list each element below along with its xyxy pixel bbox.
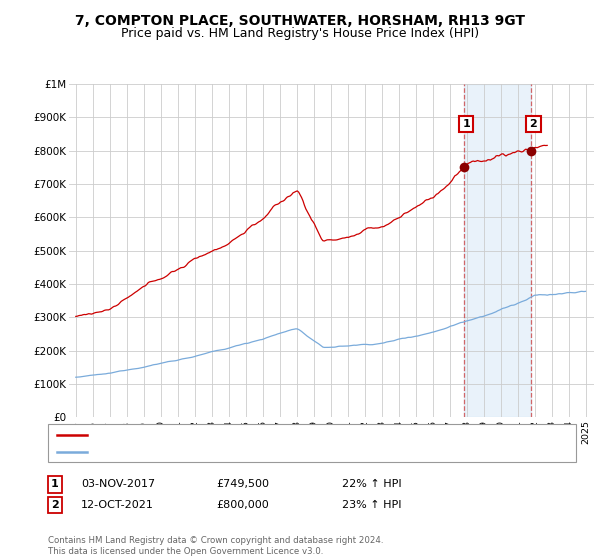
- Text: 23% ↑ HPI: 23% ↑ HPI: [342, 500, 401, 510]
- Text: 2: 2: [529, 119, 537, 129]
- Text: Contains HM Land Registry data © Crown copyright and database right 2024.
This d: Contains HM Land Registry data © Crown c…: [48, 536, 383, 556]
- Text: 7, COMPTON PLACE, SOUTHWATER, HORSHAM, RH13 9GT (detached house): 7, COMPTON PLACE, SOUTHWATER, HORSHAM, R…: [93, 430, 464, 440]
- Text: £749,500: £749,500: [216, 479, 269, 489]
- Text: 7, COMPTON PLACE, SOUTHWATER, HORSHAM, RH13 9GT: 7, COMPTON PLACE, SOUTHWATER, HORSHAM, R…: [75, 14, 525, 28]
- Text: HPI: Average price, detached house, Horsham: HPI: Average price, detached house, Hors…: [93, 447, 318, 458]
- Text: 12-OCT-2021: 12-OCT-2021: [81, 500, 154, 510]
- Text: £800,000: £800,000: [216, 500, 269, 510]
- Text: 22% ↑ HPI: 22% ↑ HPI: [342, 479, 401, 489]
- Text: 1: 1: [51, 479, 59, 489]
- Text: 1: 1: [463, 119, 470, 129]
- Bar: [464, 84, 531, 417]
- Text: 03-NOV-2017: 03-NOV-2017: [81, 479, 155, 489]
- Text: Price paid vs. HM Land Registry's House Price Index (HPI): Price paid vs. HM Land Registry's House …: [121, 27, 479, 40]
- Text: 2: 2: [51, 500, 59, 510]
